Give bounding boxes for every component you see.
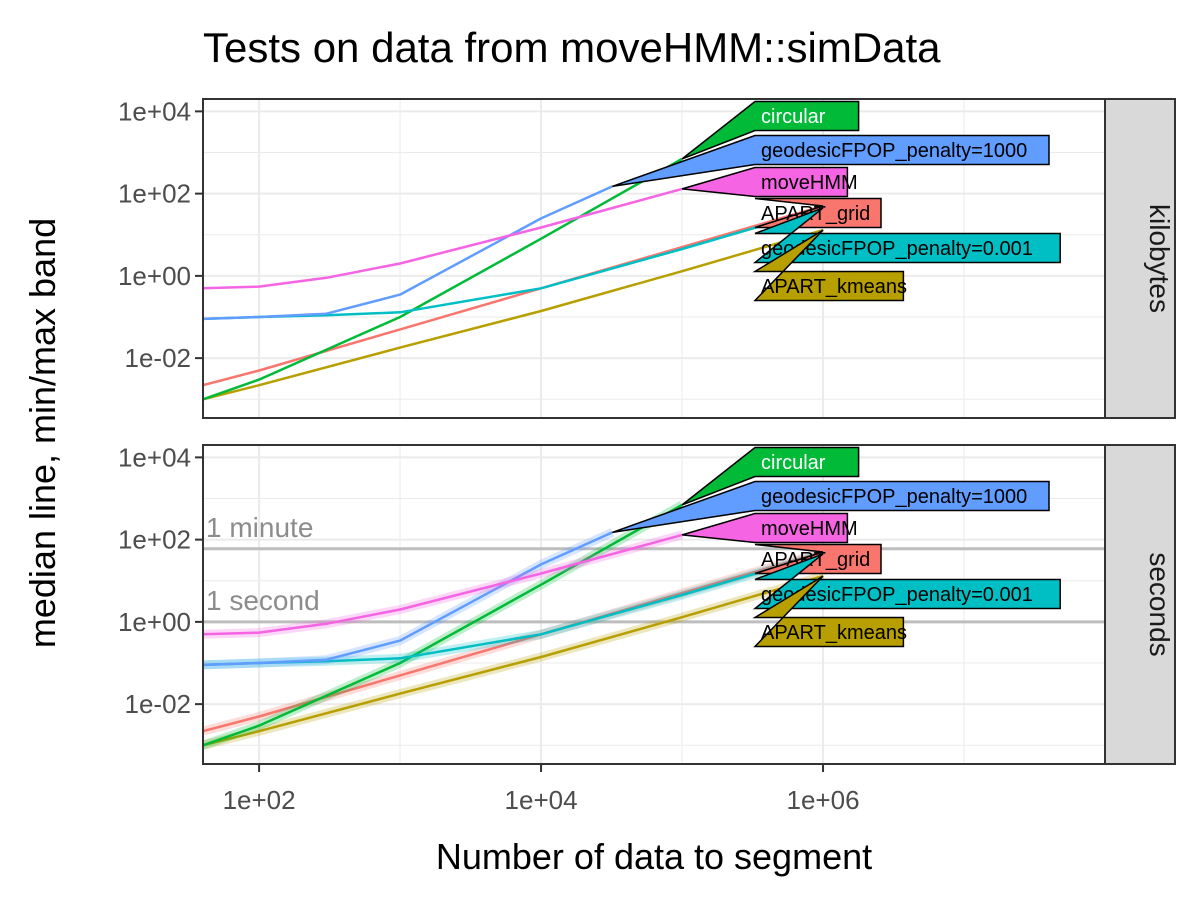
direct-labels: circular geodesicFPOP_penalty=1000 moveHMM…	[612, 100, 1061, 302]
y-tick-label: 1e-02	[125, 689, 192, 719]
y-tick-label: 1e+00	[118, 607, 191, 637]
y-tick-label: 1e+04	[118, 96, 191, 126]
strip-background	[1104, 444, 1176, 765]
series-line-geodesicFPOP_penalty=0.001	[203, 206, 824, 321]
series-line-APART_kmeans	[203, 228, 824, 401]
label-text-circular: circular	[761, 106, 826, 128]
series-line-geodesicFPOP_penalty=1000	[203, 185, 613, 321]
series-lines	[203, 157, 824, 401]
label-box-geodesicFPOP_penalty=0.001	[752, 207, 1061, 264]
y-tick-label: 1e+04	[118, 442, 191, 472]
label-box-circular	[681, 446, 860, 506]
panel-kilobytes: circular geodesicFPOP_penalty=1000 moveHMM…	[118, 96, 1176, 419]
label-box-geodesicFPOP_penalty=1000	[612, 134, 1050, 188]
series-line-circular	[203, 157, 683, 401]
series-line-circular	[203, 503, 683, 747]
label-box-APART_grid	[754, 197, 882, 229]
y-axis-title: median line, min/max band	[22, 218, 63, 648]
label-text-moveHMM: moveHMM	[761, 172, 858, 194]
series-line-moveHMM	[203, 187, 683, 290]
plot-title: Tests on data from moveHMM::simData	[203, 24, 941, 71]
strip-label: kilobytes	[1144, 204, 1175, 313]
label-text-APART_kmeans: APART_kmeans	[761, 276, 907, 298]
y-tick-label: 1e+02	[118, 179, 191, 209]
x-axis: 1e+02 1e+04 1e+06	[223, 764, 860, 815]
label-text-geodesicFPOP_penalty=1000: geodesicFPOP_penalty=1000	[761, 140, 1027, 162]
y-tick-label: 1e+00	[118, 261, 191, 291]
label-box-APART_kmeans	[752, 229, 905, 302]
y-tick-label: 1e-02	[125, 343, 192, 373]
label-text-geodesicFPOP_penalty=1000: geodesicFPOP_penalty=1000	[761, 486, 1027, 508]
series-lines	[203, 500, 825, 750]
label-text-geodesicFPOP_penalty=0.001: geodesicFPOP_penalty=0.001	[761, 238, 1033, 260]
panel-seconds: 1 minute 1 second circular geodesicFPOP_pen…	[118, 442, 1176, 765]
strip-background	[1104, 98, 1176, 419]
reference-label: 1 second	[206, 585, 320, 616]
series-line-moveHMM	[203, 533, 683, 636]
series-line-APART_grid	[203, 550, 824, 733]
label-box-circular	[681, 100, 860, 160]
reference-label: 1 minute	[206, 512, 313, 543]
label-text-moveHMM: moveHMM	[761, 518, 858, 540]
label-box-geodesicFPOP_penalty=0.001	[752, 553, 1061, 610]
label-box-moveHMM	[681, 512, 849, 544]
strip-label: seconds	[1144, 552, 1175, 656]
x-tick-label: 1e+02	[223, 785, 296, 815]
panels: circular geodesicFPOP_penalty=1000 moveHMM…	[118, 96, 1176, 815]
series-line-APART_grid	[203, 204, 824, 387]
label-text-circular: circular	[761, 452, 826, 474]
y-tick-label: 1e+02	[118, 525, 191, 555]
x-tick-label: 1e+06	[787, 785, 860, 815]
label-box-moveHMM	[681, 166, 849, 198]
label-box-geodesicFPOP_penalty=1000	[612, 480, 1050, 534]
label-text-geodesicFPOP_penalty=0.001: geodesicFPOP_penalty=0.001	[761, 584, 1033, 606]
series-line-geodesicFPOP_penalty=1000	[203, 531, 613, 667]
x-tick-label: 1e+04	[505, 785, 578, 815]
label-box-APART_kmeans	[752, 575, 905, 648]
series-line-APART_kmeans	[203, 574, 824, 747]
label-box-APART_grid	[754, 543, 882, 575]
label-text-APART_kmeans: APART_kmeans	[761, 622, 907, 644]
direct-labels: circular geodesicFPOP_penalty=1000 moveHMM…	[612, 446, 1061, 648]
x-axis-title: Number of data to segment	[436, 836, 872, 877]
